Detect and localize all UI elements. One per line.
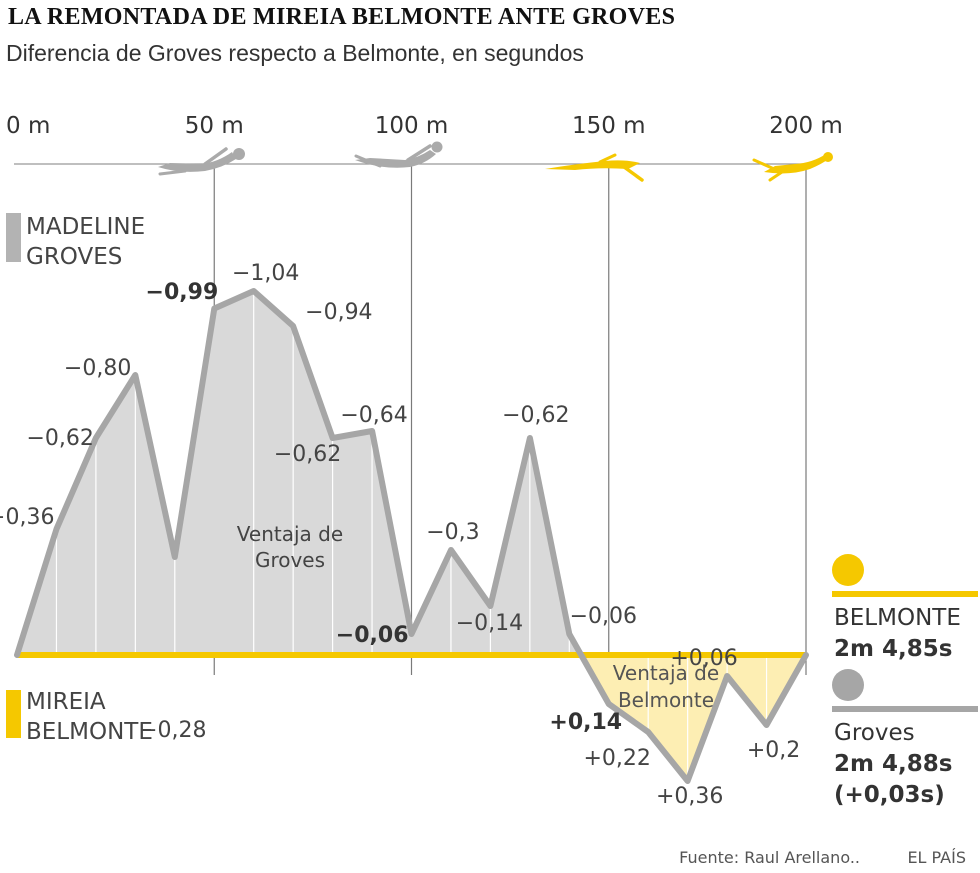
- data-label-140m: −0,06: [570, 604, 637, 629]
- distance-tick-label-100: 100 m: [375, 113, 449, 139]
- swimmer-icon-50m: [158, 147, 245, 176]
- data-label-100m: −0,06: [336, 623, 409, 648]
- data-label-170m: +0,36: [656, 784, 723, 809]
- distance-tick-label-150: 150 m: [572, 113, 646, 139]
- swimmer-icon-100m: [354, 141, 443, 168]
- chart-title: LA REMONTADA DE MIREIA BELMONTE ANTE GRO…: [8, 4, 676, 30]
- area-gridlines: [55, 291, 768, 781]
- distance-tick-label-50: 50 m: [185, 113, 244, 139]
- belmonte-result-time: 2m 4,85s: [834, 636, 952, 662]
- belmonte-legend-label-line2: BELMONTE: [26, 719, 153, 745]
- distance-ticks: 0 m 50 m 100 m 150 m 200 m: [6, 113, 843, 675]
- data-label-20m: −0,62: [26, 426, 93, 451]
- belmonte-result-name: BELMONTE: [834, 605, 961, 631]
- groves-difference-line: [14, 288, 809, 784]
- distance-tick-label-200: 200 m: [769, 113, 843, 139]
- data-label-180m: +0,06: [670, 646, 737, 671]
- data-label-80m: −0,62: [274, 442, 341, 467]
- distance-tick-label-0: 0 m: [6, 113, 50, 139]
- groves-advantage-label-line2: Groves: [255, 548, 325, 572]
- groves-result-dot: [832, 669, 864, 701]
- data-labels: −0,36 −0,62 −0,80 −0,28 −0,99 −1,04−0,94 −0,62…: [0, 261, 800, 809]
- groves-result-time: 2m 4,88s: [834, 751, 952, 777]
- data-label-60m: −1,04: [232, 261, 299, 286]
- chart-subtitle: Diferencia de Groves respecto a Belmonte…: [6, 40, 584, 66]
- groves-legend-label-line2: GROVES: [26, 244, 122, 270]
- belmonte-advantage-label-line1: Ventaja de: [613, 661, 719, 685]
- data-label-190m: +0,2: [747, 738, 800, 763]
- data-label-50m: −0,99: [146, 280, 219, 305]
- data-label-110m: −0,3: [426, 520, 479, 545]
- groves-advantage-area: [17, 291, 582, 655]
- groves-legend-label-line1: MADELINE: [26, 214, 145, 240]
- data-label-90m: −0,64: [340, 403, 407, 428]
- brand-logo: EL PAÍS: [907, 848, 966, 867]
- data-label-30m: −0,80: [64, 356, 131, 381]
- data-label-40m: −0,28: [139, 718, 206, 743]
- belmonte-legend-label-line1: MIREIA: [26, 689, 106, 715]
- belmonte-advantage-label-line2: Belmonte: [618, 688, 714, 712]
- belmonte-legend-swatch: [6, 690, 21, 738]
- groves-advantage-label-line1: Ventaja de: [237, 522, 343, 546]
- swimmer-icon-150m: [545, 153, 644, 182]
- belmonte-result-dot: [832, 554, 864, 586]
- data-label-160m: +0,22: [583, 746, 650, 771]
- data-label-120m: −0,14: [456, 611, 523, 636]
- groves-legend-swatch: [6, 213, 21, 262]
- groves-result-diff: (+0,03s): [834, 782, 945, 808]
- belmonte-advantage-area: [581, 655, 806, 781]
- data-label-130m: −0,62: [502, 403, 569, 428]
- data-label-70m: −0,94: [305, 300, 372, 325]
- data-label-150m: +0,14: [549, 710, 622, 735]
- data-label-10m: −0,36: [0, 505, 54, 530]
- groves-result-name: Groves: [834, 720, 915, 746]
- swimmer-icon-200m: [752, 152, 833, 182]
- source-note: Fuente: Raul Arellano..: [679, 848, 860, 867]
